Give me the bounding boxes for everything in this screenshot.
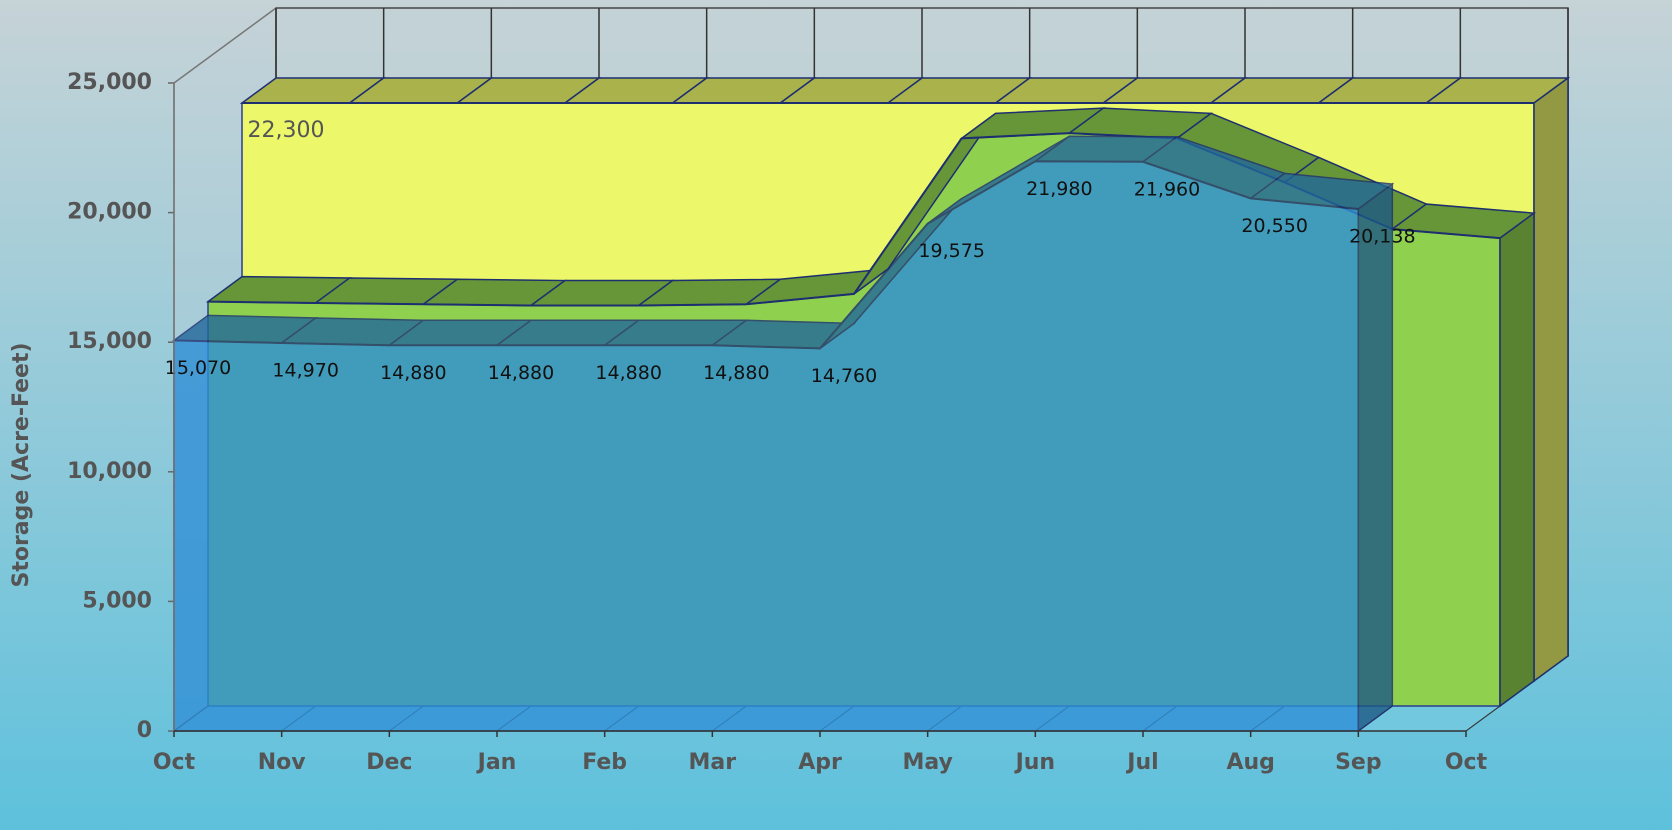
area-side bbox=[1357, 182, 1394, 733]
data-label: 14,880 bbox=[488, 362, 554, 384]
area-side bbox=[1533, 76, 1569, 683]
data-label: 14,880 bbox=[595, 362, 661, 384]
data-label: 15,070 bbox=[165, 357, 231, 379]
x-tick-label: Dec bbox=[366, 750, 412, 775]
x-tick-label: Jul bbox=[1125, 750, 1158, 775]
data-label: 22,300 bbox=[248, 118, 325, 143]
data-label: 21,980 bbox=[1026, 178, 1092, 200]
series bbox=[171, 135, 1395, 733]
data-label: 14,880 bbox=[380, 362, 446, 384]
area-line bbox=[173, 160, 1359, 350]
y-tick-label: 20,000 bbox=[67, 200, 152, 225]
plot: 0 5,000 10,000 15,000 20,000 25,000 bbox=[67, 8, 1571, 743]
y-axis-title: Storage (Acre-Feet) bbox=[9, 342, 34, 587]
x-tick-label: Oct bbox=[1445, 750, 1488, 775]
x-tick-label: Sep bbox=[1335, 750, 1382, 775]
data-label: 14,760 bbox=[811, 365, 877, 387]
y-tick-label: 10,000 bbox=[67, 459, 152, 484]
x-tick-label: Aug bbox=[1226, 750, 1274, 775]
x-tick-label: Jan bbox=[476, 750, 517, 775]
y-tick-label: 15,000 bbox=[67, 329, 152, 354]
area-side bbox=[1499, 211, 1535, 708]
x-tick-label: Nov bbox=[258, 750, 307, 775]
x-tick-label: Apr bbox=[798, 750, 842, 775]
y-tick-label: 0 bbox=[137, 718, 152, 743]
x-tick-label: Feb bbox=[582, 750, 627, 775]
data-label: 14,880 bbox=[703, 362, 769, 384]
data-label: 21,960 bbox=[1134, 178, 1200, 200]
data-label: 14,970 bbox=[272, 359, 338, 381]
data-label: 19,575 bbox=[918, 240, 984, 262]
x-tick-label: Oct bbox=[153, 750, 196, 775]
data-label: 20,138 bbox=[1349, 226, 1415, 248]
x-tick-label: May bbox=[902, 750, 952, 775]
y-tick-label: 25,000 bbox=[67, 70, 152, 95]
x-tick-label: Jun bbox=[1014, 750, 1056, 775]
x-tick-label: Mar bbox=[689, 750, 737, 775]
y-tick-label: 5,000 bbox=[82, 588, 152, 613]
data-label: 20,550 bbox=[1241, 215, 1307, 237]
